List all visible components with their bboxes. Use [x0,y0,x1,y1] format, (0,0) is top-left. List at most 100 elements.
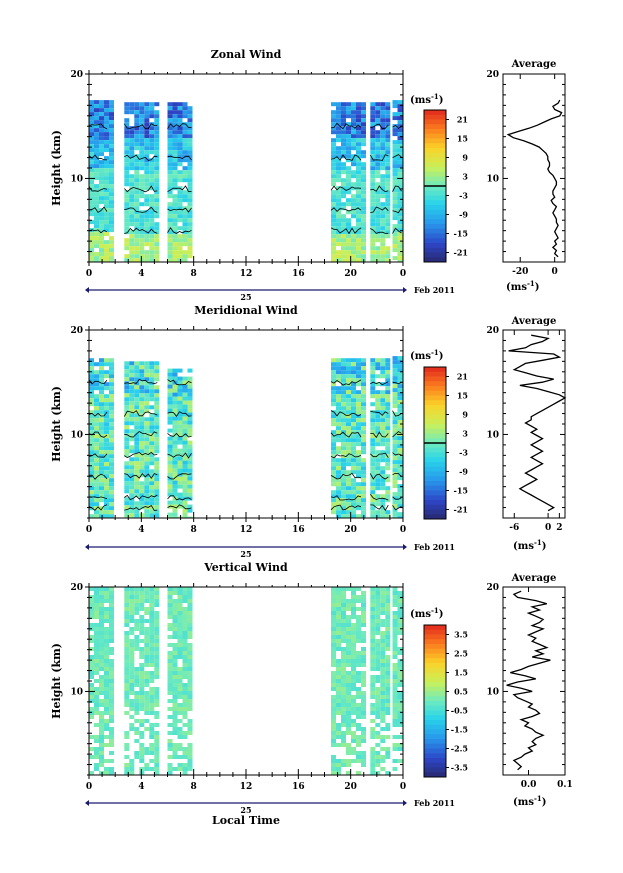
heatmap-cell [331,438,336,443]
heatmap-cell [109,260,114,262]
heatmap-cell [370,711,376,715]
heatmap-cell [109,256,114,261]
heatmap-cell [177,376,183,381]
heatmap-cell [104,398,109,403]
heatmap-cell [104,172,109,177]
heatmap-cell [94,236,99,241]
heatmap-cell [94,196,99,201]
heatmap-cell [94,659,99,663]
heatmap-cell [356,102,361,107]
heatmap-cell [94,615,99,619]
contour-line [124,206,158,213]
contour-lines [89,378,402,512]
heatmap-cell [129,214,135,219]
heatmap-cell [134,258,140,262]
heatmap-cell [177,767,183,771]
heatmap-cell [397,691,403,695]
colorbar-segment [424,762,446,768]
heatmap-cell [346,675,351,679]
heatmap-cell [124,643,130,647]
heatmap-cell [139,417,145,422]
heatmap-cell [336,230,341,235]
heatmap-cell [89,200,94,205]
heatmap-cell [109,410,114,415]
heatmap-cell [385,158,391,163]
heatmap-cell [356,675,361,679]
heatmap-cell [385,378,391,383]
heatmap-cell [154,146,160,151]
heatmap-cell [182,615,188,619]
heatmap-cell [124,747,130,751]
heatmap-cell [134,599,140,603]
heatmap-cell [99,220,104,225]
heatmap-cell [94,362,99,367]
heatmap-cell [134,639,140,643]
heatmap-cell [129,218,135,223]
heatmap-cell [139,385,145,390]
heatmap-cell [89,639,94,643]
heatmap-cell [370,514,376,518]
heatmap-cell [104,719,109,723]
heatmap-cell [336,723,341,727]
heatmap-cell [356,771,361,775]
heatmap-cell [89,152,94,157]
heatmap-cell [385,438,391,443]
heatmap-cell [331,478,336,483]
heatmap-cell [346,442,351,447]
heatmap-cell [124,417,130,422]
heatmap-cell [99,711,104,715]
heatmap-cell [129,242,135,247]
heatmap-cell [187,647,193,651]
heatmap-cell [380,611,386,615]
heatmap-cell [177,480,183,485]
heatmap-cell [361,711,366,715]
heatmap-cell [144,607,150,611]
heatmap-cell [167,412,173,417]
heatmap-cell [187,428,193,433]
heatmap-cell [99,382,104,387]
heatmap-cell [104,587,109,591]
heatmap-cell [99,731,104,735]
heatmap-cell [94,260,99,262]
heatmap-cell [331,102,336,107]
heatmap-cell [356,514,361,518]
heatmap-cell [129,465,135,470]
heatmap-cell [346,242,351,247]
heatmap-cell [336,647,341,651]
heatmap-cell [392,591,398,595]
heatmap-cell [187,206,193,211]
heatmap-cell [99,739,104,743]
contour-line [330,495,362,501]
heatmap-cell [104,418,109,423]
x-tick-label: 0 [400,269,406,279]
heatmap-cell [356,755,361,759]
heatmap-cell [149,493,155,498]
heatmap-cell [351,394,356,399]
heatmap-cell [385,426,391,431]
heatmap-cell [182,767,188,771]
heatmap-cell [134,389,140,394]
heatmap-cell [375,474,381,479]
heatmap-cell [172,516,178,518]
heatmap-cell [177,384,183,389]
heatmap-cell [356,639,361,643]
heatmap-cell [99,735,104,739]
heatmap-cell [109,619,114,623]
heatmap-cell [331,250,336,255]
heatmap-cell [370,430,376,435]
contour-line [167,495,192,501]
heatmap-cell [99,458,104,463]
heatmap-cell [385,122,391,127]
heatmap-cell [134,393,140,398]
heatmap-cell [361,162,366,167]
heatmap-cell [346,102,351,107]
heatmap-cell [94,735,99,739]
heatmap-cell [346,250,351,255]
heatmap-cell [94,446,99,451]
colorbar-segment [424,696,446,702]
heatmap-cell [341,490,346,495]
colorbar-segment [424,110,446,116]
heatmap-cell [149,477,155,482]
heatmap-cell [149,675,155,679]
heatmap-cell [356,234,361,239]
